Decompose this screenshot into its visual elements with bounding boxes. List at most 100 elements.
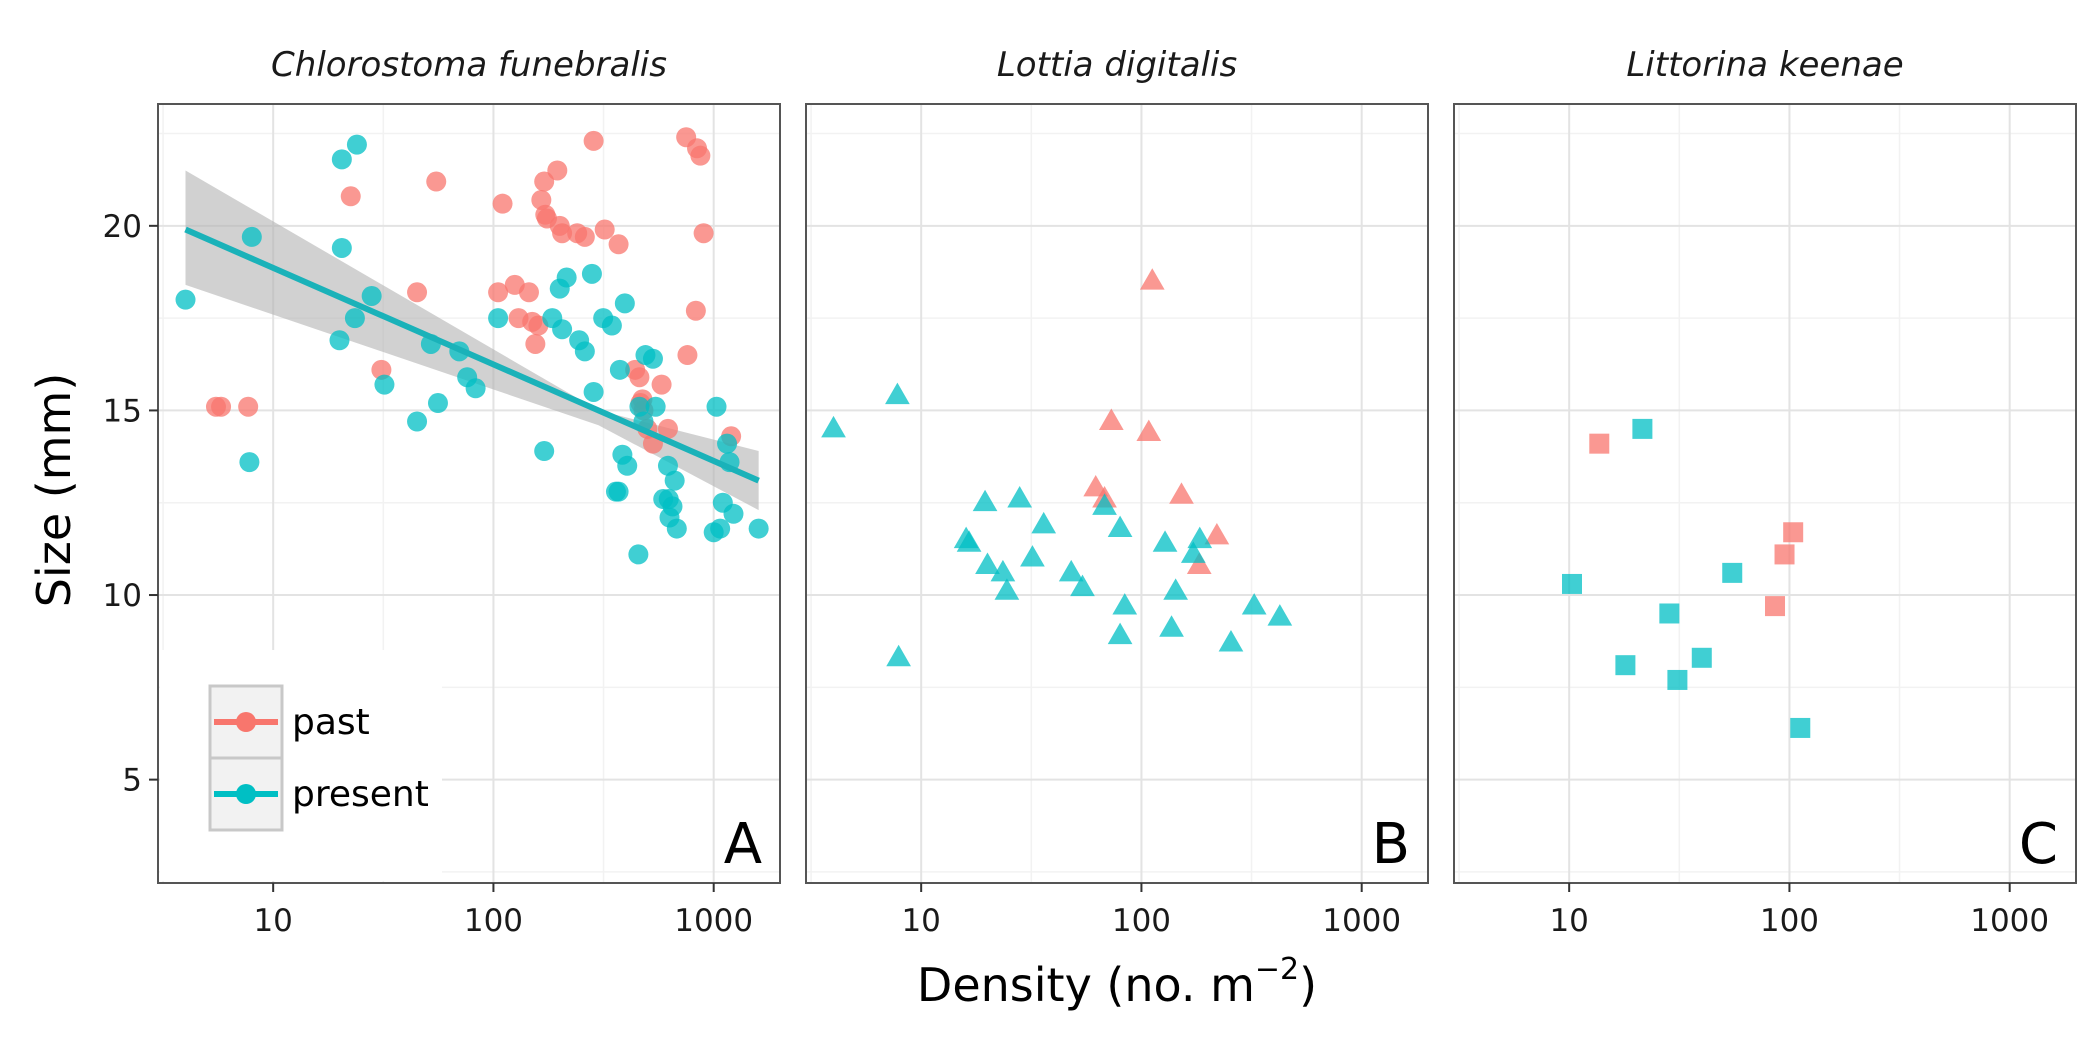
present-point [241,226,262,247]
past-point [1765,596,1786,617]
present-point [1007,486,1033,508]
present-point [239,452,260,473]
past-point [651,374,672,395]
present-point [609,359,630,380]
present-point [1163,578,1188,600]
present-point [1722,562,1743,583]
present-point [465,378,486,399]
present-point [1031,511,1057,534]
present-point [666,518,687,539]
legend-key-point-present [236,784,256,804]
present-point [1187,526,1213,549]
past-point [518,282,539,303]
past-point [492,193,513,214]
past-point [211,396,232,417]
present-point [488,308,509,329]
present-point [556,267,577,288]
present-point [1632,418,1653,439]
present-point [628,544,649,565]
present-point [331,149,352,170]
present-point [1180,541,1206,563]
present-point [361,285,382,306]
present-point [534,441,555,462]
present-point [614,293,635,314]
present-point [427,393,448,414]
legend-label-present: present [292,774,429,815]
x-tick-label: 100 [1112,903,1171,939]
x-tick-label: 1000 [1970,903,2049,939]
present-point [1691,647,1712,668]
past-point [574,226,595,247]
present-point [706,396,727,417]
present-point [994,578,1020,600]
past-point [594,219,615,240]
past-point [693,223,714,244]
past-point [629,367,650,388]
present-point [601,315,622,336]
x-tick-label: 100 [1760,903,1819,939]
past-point [1136,419,1162,442]
present-point [1241,593,1267,615]
past-point [407,282,428,303]
past-point [534,171,555,192]
present-point [975,552,1000,574]
present-point [664,470,685,491]
y-tick-label: 10 [103,578,142,614]
present-point [748,518,769,539]
past-point [552,223,573,244]
x-tick-label: 1000 [674,903,753,939]
present-point [990,559,1016,582]
x-tick-label: 100 [464,903,523,939]
present-point [1020,545,1045,567]
present-point [1058,559,1084,582]
legend-key-point-past [236,712,256,732]
y-tick-label: 5 [122,763,142,799]
past-point [488,282,509,303]
past-point [657,418,678,439]
panel-border [1453,103,2077,884]
present-point [1070,574,1095,597]
present-point [574,341,595,362]
past-point [1774,544,1795,565]
present-point [1790,717,1811,738]
present-point [662,496,683,517]
present-point [329,330,350,351]
present-point [723,503,744,524]
past-point [690,145,711,166]
present-point [1112,593,1138,615]
present-point [1218,630,1244,652]
panel-background [806,104,1428,883]
x-tick-label: 10 [1549,903,1588,939]
x-tick-label: 10 [253,903,292,939]
past-point [608,234,629,255]
present-point [710,518,731,539]
present-point [1152,530,1178,552]
past-point [1783,522,1804,543]
present-point [374,374,395,395]
present-point [331,237,352,258]
present-point [1107,515,1133,538]
x-tick-label: 10 [901,903,940,939]
present-point [1561,573,1582,594]
past-point [238,396,259,417]
past-point [1169,482,1194,504]
x-tick-label: 1000 [1322,903,1401,939]
present-point [1092,493,1117,515]
present-point [581,263,602,284]
panel-border [157,103,781,884]
present-point [407,411,428,432]
present-point [175,289,196,310]
present-point [821,415,846,438]
present-point [1659,603,1680,624]
past-point [525,333,546,354]
present-point [972,489,998,512]
present-point [344,308,365,329]
present-point [885,382,910,405]
y-axis-title: Size (mm) [27,373,81,608]
past-point [583,130,604,151]
facet-title: Chlorostoma funebralis [271,45,667,85]
past-point [1098,408,1124,430]
past-point [340,186,361,207]
panel-c: Littorina keenae C 10 100 1000 [1453,45,2077,939]
